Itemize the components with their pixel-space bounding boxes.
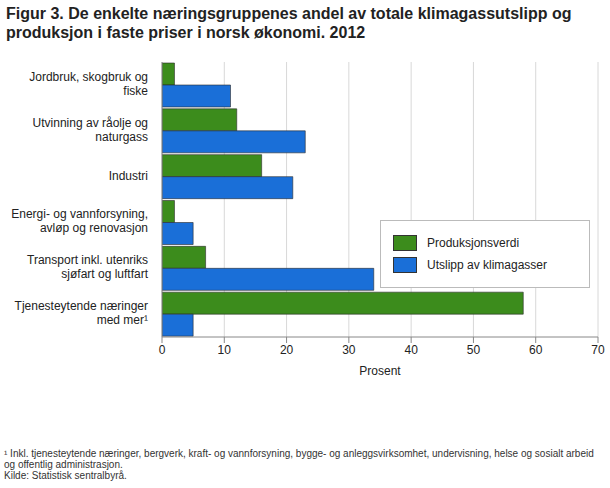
svg-text:Prosent: Prosent bbox=[359, 364, 401, 378]
html-text:Produksjonsverdi: Produksjonsverdi bbox=[427, 236, 519, 250]
svg-text:Tjenesteytende næringermed mer: Tjenesteytende næringermed mer¹ bbox=[15, 299, 148, 327]
svg-text:Utvinning av råolje ognaturgas: Utvinning av råolje ognaturgass bbox=[33, 116, 148, 144]
svg-text:Jordbruk, skogbruk ogfiske: Jordbruk, skogbruk ogfiske bbox=[29, 70, 148, 98]
svg-text:70: 70 bbox=[591, 343, 602, 357]
html-text:¹ Inkl. tjenesteytende næringe: ¹ Inkl. tjenesteytende næringer, bergver… bbox=[4, 448, 594, 470]
svg-text:Industri: Industri bbox=[109, 169, 148, 183]
svg-text:20: 20 bbox=[280, 343, 294, 357]
svg-text:40: 40 bbox=[404, 343, 418, 357]
html-text:Utslipp av klimagasser: Utslipp av klimagasser bbox=[427, 258, 547, 272]
html-text:Kilde: Statistisk sentralbyrå.: Kilde: Statistisk sentralbyrå. bbox=[4, 470, 127, 481]
svg-text:60: 60 bbox=[529, 343, 543, 357]
svg-text:Transport inkl. utenrikssjøfar: Transport inkl. utenrikssjøfart og luftf… bbox=[27, 253, 149, 281]
svg-text:Energi- og vannforsyning,avløp: Energi- og vannforsyning,avløp og renova… bbox=[11, 208, 148, 236]
html-text:Figur 3. De enkelte næringsgru: Figur 3. De enkelte næringsgruppenes and… bbox=[6, 5, 572, 41]
svg-text:0: 0 bbox=[159, 343, 166, 357]
svg-text:10: 10 bbox=[218, 343, 232, 357]
svg-text:50: 50 bbox=[467, 343, 481, 357]
svg-text:30: 30 bbox=[342, 343, 356, 357]
